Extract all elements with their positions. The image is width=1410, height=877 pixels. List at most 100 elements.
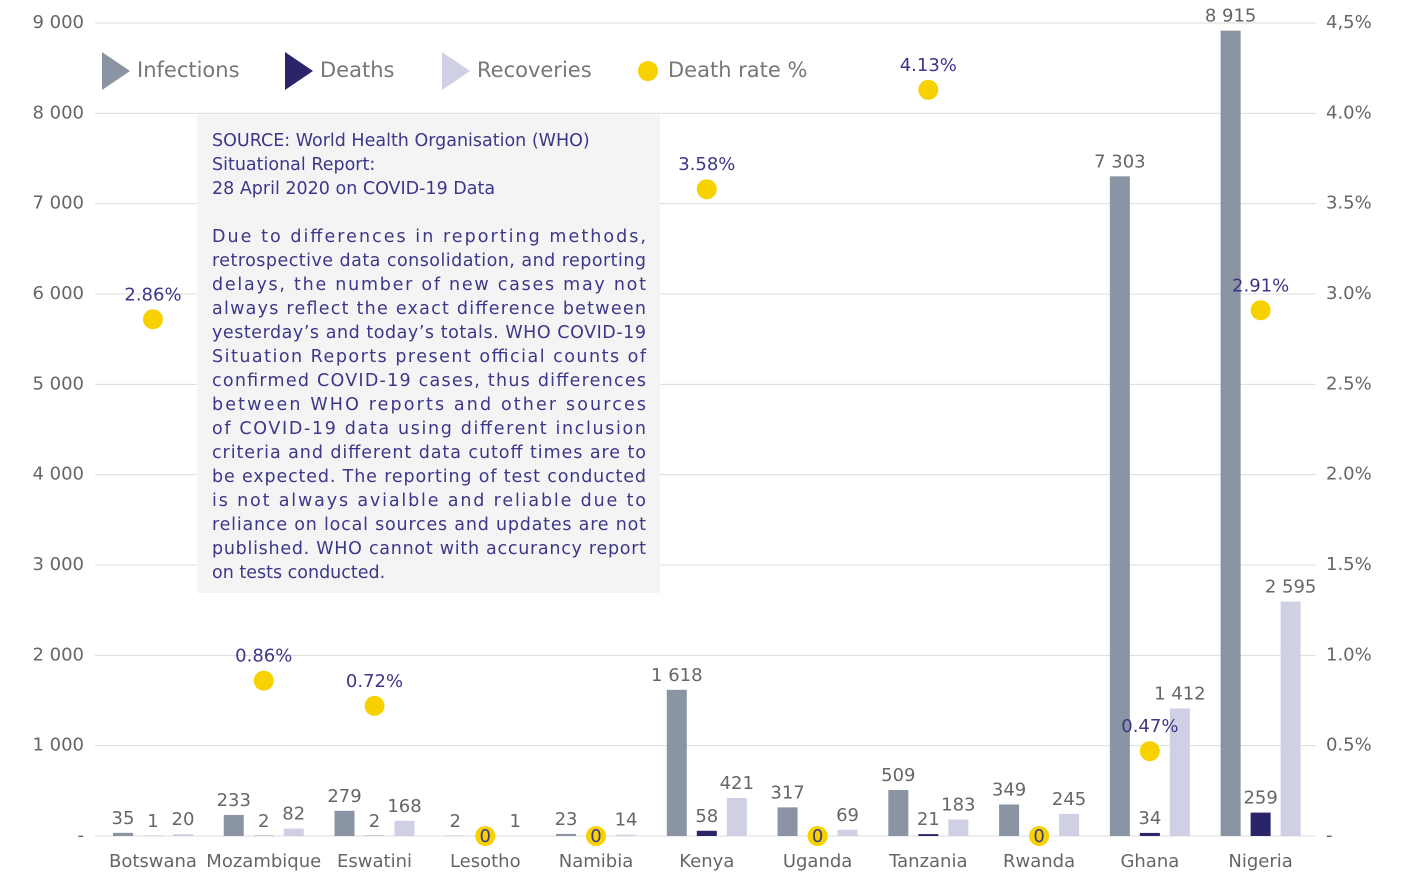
death-rate-label: 3.58% xyxy=(678,154,735,175)
bar-value-label: 168 xyxy=(387,796,421,817)
death-rate-dot xyxy=(475,826,496,846)
y2-tick-label: 1.5% xyxy=(1326,554,1372,575)
death-rate-dot xyxy=(142,309,163,330)
bar xyxy=(1059,813,1080,836)
y2-tick-label: 2.0% xyxy=(1326,464,1372,485)
bar-value-label: 183 xyxy=(941,794,975,815)
y-tick-label: 4 000 xyxy=(32,464,84,485)
annotation-note: retrospective data consolidation, and re… xyxy=(212,251,646,271)
y-tick-label: 1 000 xyxy=(32,735,84,756)
x-tick-label: Nigeria xyxy=(1228,851,1292,872)
bar xyxy=(283,828,304,836)
death-rate-dot xyxy=(807,826,828,846)
death-rate-dot xyxy=(1029,826,1050,846)
bar xyxy=(696,830,717,836)
bar-value-label: 21 xyxy=(917,809,940,830)
bar xyxy=(777,807,798,836)
bar-value-label: 34 xyxy=(1138,808,1161,829)
annotation-note: be expected. The reporting of test condu… xyxy=(212,467,646,487)
legend-label: Infections xyxy=(137,58,240,82)
y-tick-label: 5 000 xyxy=(32,373,84,394)
legend-label: Recoveries xyxy=(477,58,592,82)
x-tick-label: Mozambique xyxy=(206,851,321,872)
death-rate-label: 2.86% xyxy=(124,284,181,305)
bar xyxy=(726,797,747,836)
annotation-note: Due to differences in reporting methods, xyxy=(212,227,646,247)
death-rate-label: 0 xyxy=(590,826,601,847)
bar xyxy=(666,689,687,836)
bar-value-label: 259 xyxy=(1243,788,1277,809)
bar-value-label: 2 xyxy=(369,811,380,832)
annotation-note: reliance on local sources and updates ar… xyxy=(212,515,646,535)
death-rate-label: 0 xyxy=(480,826,491,847)
bar xyxy=(837,829,858,836)
death-rate-label: 0 xyxy=(1033,826,1044,847)
bar xyxy=(1280,601,1301,836)
bar-value-label: 7 303 xyxy=(1094,151,1146,172)
x-tick-label: Eswatini xyxy=(337,851,412,872)
death-rate-dot xyxy=(696,179,717,200)
y2-tick-label: 3.5% xyxy=(1326,193,1372,214)
annotation-note: yesterday’s and today’s totals. WHO COVI… xyxy=(212,323,646,343)
bar-value-label: 2 xyxy=(258,811,269,832)
death-rate-dot xyxy=(1250,300,1271,321)
y-tick-label: 9 000 xyxy=(32,12,84,33)
bar-value-label: 421 xyxy=(720,773,754,794)
death-rate-label: 0.86% xyxy=(235,646,292,667)
bar-value-label: 69 xyxy=(836,805,859,826)
bar-value-label: 58 xyxy=(695,806,718,827)
annotation-note: is not always avialble and reliable due … xyxy=(212,491,646,511)
x-tick-label: Ghana xyxy=(1120,851,1179,872)
bar xyxy=(999,804,1020,836)
bar-value-label: 35 xyxy=(112,808,135,829)
y2-tick-label: 4.0% xyxy=(1326,102,1372,123)
bar xyxy=(918,834,939,836)
bar xyxy=(948,819,969,836)
bar-value-label: 2 xyxy=(450,811,461,832)
legend-swatch xyxy=(442,52,470,90)
y-tick-label: 3 000 xyxy=(32,554,84,575)
annotation-note: always reflect the exact difference betw… xyxy=(212,299,646,319)
bar-value-label: 1 618 xyxy=(651,665,703,686)
y-tick-label: 2 000 xyxy=(32,644,84,665)
bar xyxy=(172,834,193,836)
annotation-note: Situation Reports present official count… xyxy=(212,347,647,367)
bar-value-label: 279 xyxy=(327,786,361,807)
death-rate-dot xyxy=(1139,741,1160,762)
annotation-note: between WHO reports and other sources xyxy=(212,395,646,415)
death-rate-label: 0.72% xyxy=(346,671,403,692)
annotation-note: of COVID-19 data using different inclusi… xyxy=(212,419,646,439)
bar xyxy=(1250,812,1271,836)
annotation-note: criteria and different data cutoff times… xyxy=(212,443,646,463)
bar xyxy=(1220,30,1241,836)
y2-tick-label: - xyxy=(1326,825,1333,846)
bar-value-label: 317 xyxy=(770,782,804,803)
bar-value-label: 233 xyxy=(217,790,251,811)
y-tick-label: - xyxy=(78,825,85,846)
legend-swatch xyxy=(638,61,658,81)
bar xyxy=(1169,708,1190,836)
bar-value-label: 14 xyxy=(615,810,638,831)
bar xyxy=(616,834,637,836)
y2-tick-label: 0.5% xyxy=(1326,735,1372,756)
legend-label: Deaths xyxy=(320,58,394,82)
death-rate-dot xyxy=(918,79,939,100)
legend-label: Death rate % xyxy=(668,58,807,82)
x-tick-label: Botswana xyxy=(109,851,197,872)
bar-value-label: 20 xyxy=(172,809,195,830)
y2-tick-label: 1.0% xyxy=(1326,644,1372,665)
annotation-box xyxy=(197,115,660,593)
annotation-note: on tests conducted. xyxy=(212,563,385,583)
y2-tick-label: 3.0% xyxy=(1326,283,1372,304)
legend-swatch xyxy=(102,52,130,90)
bar-value-label: 349 xyxy=(992,779,1026,800)
annotation-note: delays, the number of new cases may not xyxy=(212,275,646,295)
bar-value-label: 2 595 xyxy=(1265,577,1317,598)
x-tick-label: Uganda xyxy=(783,851,853,872)
x-tick-label: Rwanda xyxy=(1003,851,1075,872)
bar-value-label: 245 xyxy=(1052,789,1086,810)
bar xyxy=(394,820,415,836)
bar xyxy=(1139,832,1160,836)
bar xyxy=(223,814,244,836)
bar-value-label: 1 xyxy=(510,811,521,832)
